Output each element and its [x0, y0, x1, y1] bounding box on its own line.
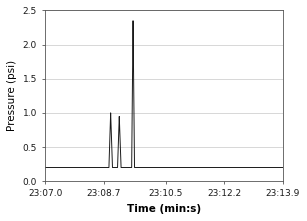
Y-axis label: Pressure (psi): Pressure (psi): [7, 60, 17, 131]
X-axis label: Time (min:s): Time (min:s): [127, 204, 201, 214]
